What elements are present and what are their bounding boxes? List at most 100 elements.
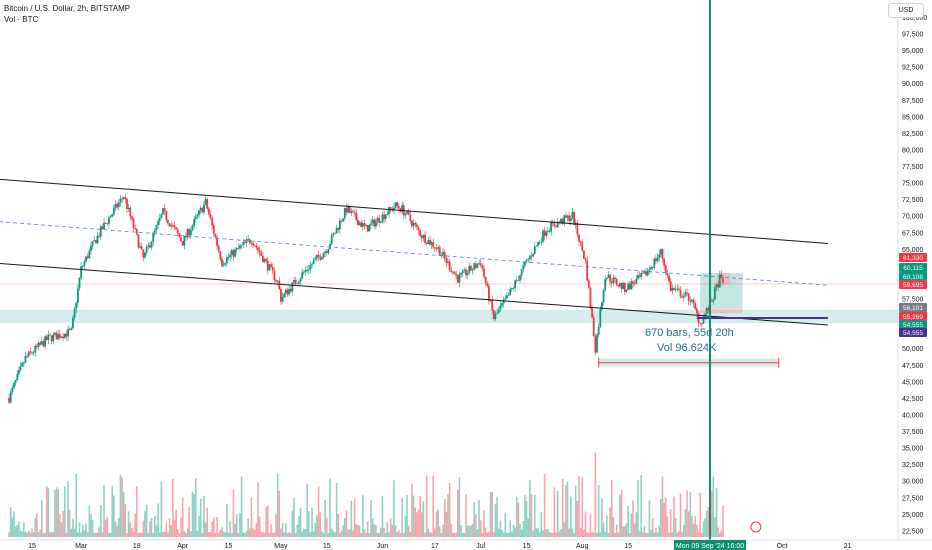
volume-bar: [707, 507, 710, 537]
volume-bar: [491, 491, 493, 537]
candle-body: [715, 284, 718, 288]
candle-body: [39, 342, 42, 345]
price-label-bg: [899, 328, 927, 337]
volume-bar: [285, 523, 287, 537]
candle-body: [85, 256, 87, 262]
volume-bar: [194, 478, 197, 537]
candle-body: [117, 202, 120, 208]
volume-bar: [450, 524, 453, 537]
candle-body: [623, 282, 626, 292]
volume-bar: [253, 529, 256, 537]
candle-body: [17, 370, 20, 375]
volume-bar: [551, 533, 554, 537]
volume-bar: [68, 509, 71, 537]
volume-bar: [186, 528, 189, 537]
candle-body: [483, 268, 485, 277]
candle-body: [551, 222, 554, 224]
candle-body: [658, 254, 661, 258]
volume-bar: [147, 532, 150, 537]
candle-body: [289, 288, 292, 292]
volume-bar: [624, 525, 626, 537]
candle-body: [306, 270, 309, 271]
volume-bar: [601, 498, 603, 537]
y-tick-label: 40,000: [902, 412, 924, 419]
volume-bar: [149, 521, 151, 537]
candle-body: [98, 235, 101, 237]
volume-bar: [463, 532, 466, 537]
volume-bar: [483, 510, 485, 537]
volume-bar: [610, 480, 613, 537]
candle-body: [530, 255, 533, 257]
candle-body: [501, 303, 503, 306]
x-tick-label: 21: [844, 543, 852, 550]
volume-bar: [216, 516, 218, 537]
candle-body: [361, 223, 364, 227]
candle-body: [191, 225, 194, 231]
price-label: 54,555: [903, 330, 923, 337]
volume-bar: [619, 494, 621, 537]
volume-bar: [63, 486, 66, 537]
candle-body: [366, 225, 369, 232]
candle-body: [601, 302, 603, 310]
candle-body: [284, 289, 287, 294]
candle-body: [625, 290, 628, 292]
volume-bar: [304, 528, 307, 537]
candle-body: [50, 335, 53, 342]
candle-body: [168, 223, 171, 227]
volume-bar: [154, 515, 156, 537]
volume-bar: [692, 523, 695, 537]
candle-body: [338, 220, 341, 230]
candle-body: [540, 241, 543, 243]
volume-bar: [314, 522, 317, 537]
volume-bar: [456, 489, 459, 537]
currency-button[interactable]: USD: [888, 3, 924, 18]
candle-body: [524, 261, 526, 266]
price-label-bg: [899, 272, 927, 281]
candle-body: [40, 341, 43, 345]
volume-bar: [443, 498, 446, 537]
candle-body: [447, 261, 449, 263]
candle-body: [14, 380, 17, 384]
volume-bar: [373, 524, 376, 537]
candle-body: [324, 251, 327, 254]
volume-bar: [650, 530, 652, 537]
candle-body: [663, 259, 666, 266]
candle-body: [481, 265, 484, 269]
price-label: 61,330: [903, 255, 923, 262]
volume-bar: [113, 495, 115, 537]
candle-body: [260, 252, 263, 256]
candle-body: [532, 253, 535, 257]
candle-body: [122, 197, 125, 199]
volume-bar: [475, 514, 477, 537]
volume-bar: [163, 531, 166, 537]
volume-bar: [502, 532, 505, 537]
volume-bar: [283, 532, 286, 537]
candle-body: [162, 208, 164, 215]
candle-body: [376, 217, 379, 222]
volume-bar: [391, 524, 394, 537]
x-tick-label: Apr: [177, 543, 189, 550]
candle-body: [473, 263, 476, 270]
volume-bar: [247, 518, 249, 537]
candle-body: [389, 206, 392, 209]
candle-body: [291, 282, 294, 292]
candle-body: [453, 271, 456, 275]
candle-body: [343, 208, 346, 219]
time-axis-bg: [0, 540, 932, 550]
volume-bar: [229, 521, 231, 537]
y-tick-label: 87,500: [902, 98, 924, 105]
volume-bar: [235, 513, 238, 537]
volume-bar: [332, 531, 335, 537]
volume-bar: [414, 507, 417, 537]
volume-bar: [671, 532, 674, 537]
candle-body: [471, 269, 474, 271]
volume-bar: [267, 505, 269, 537]
volume-bar: [52, 532, 55, 537]
volume-bar: [519, 523, 521, 537]
candle-body: [91, 241, 94, 246]
candle-body: [229, 254, 232, 257]
candle-body: [104, 222, 107, 224]
candle-body: [157, 220, 160, 226]
volume-bar: [388, 532, 390, 537]
